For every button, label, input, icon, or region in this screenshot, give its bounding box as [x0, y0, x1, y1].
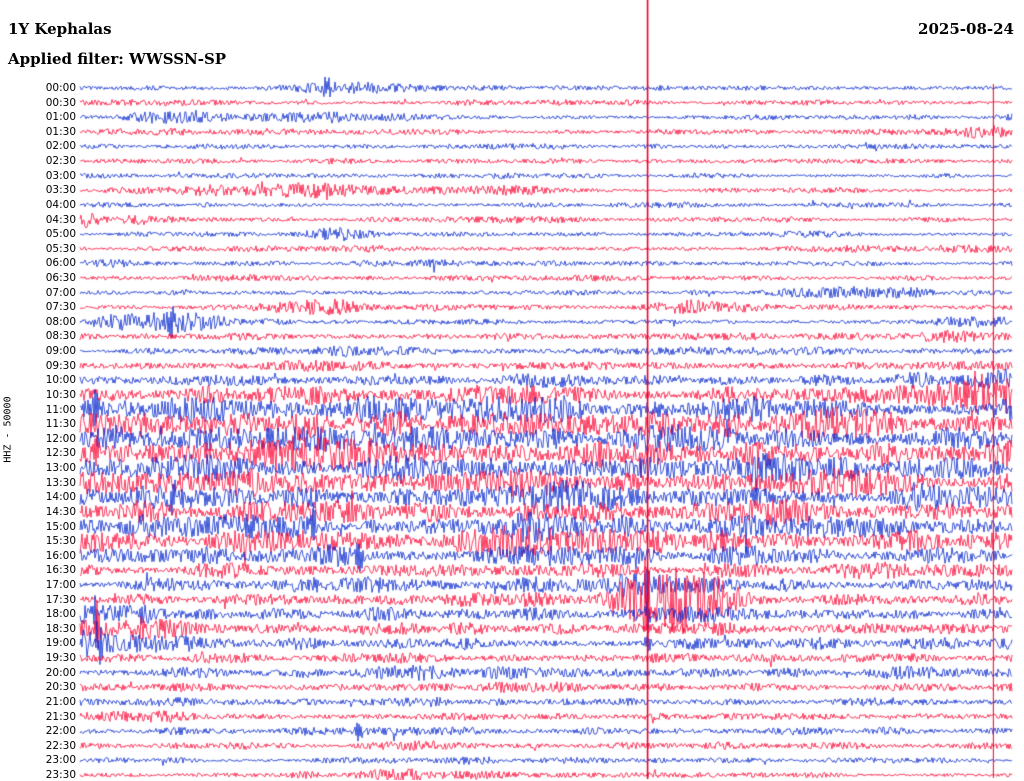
time-label: 01:30	[45, 125, 76, 138]
time-label: 14:00	[45, 491, 76, 504]
time-label: 08:30	[45, 330, 76, 343]
time-label: 06:00	[45, 257, 76, 270]
time-label: 06:30	[45, 272, 76, 285]
time-label: 14:30	[45, 505, 76, 518]
time-label: 00:30	[45, 96, 76, 109]
time-label: 02:30	[45, 155, 76, 168]
time-label: 10:00	[45, 374, 76, 387]
time-label: 07:00	[45, 286, 76, 299]
time-label: 09:30	[45, 359, 76, 372]
time-label: 18:00	[45, 608, 76, 621]
time-label: 08:00	[45, 315, 76, 328]
time-label: 12:00	[45, 432, 76, 445]
time-label: 04:00	[45, 198, 76, 211]
time-label: 03:00	[45, 169, 76, 182]
time-label: 13:00	[45, 462, 76, 475]
scale-label: HHZ - 50000	[2, 396, 14, 463]
time-label: 04:30	[45, 213, 76, 226]
time-label: 11:00	[45, 403, 76, 416]
time-label: 05:00	[45, 228, 76, 241]
time-label: 19:00	[45, 637, 76, 650]
time-label: 05:30	[45, 242, 76, 255]
time-label: 17:30	[45, 593, 76, 606]
time-label: 20:30	[45, 681, 76, 694]
time-label: 11:30	[45, 418, 76, 431]
time-label: 19:30	[45, 652, 76, 665]
time-label: 22:30	[45, 739, 76, 752]
time-label: 10:30	[45, 388, 76, 401]
time-label: 15:30	[45, 535, 76, 548]
station-title: 1Y Kephalas	[8, 20, 112, 38]
time-label: 16:00	[45, 549, 76, 562]
time-label: 18:30	[45, 622, 76, 635]
filter-label: Applied filter: WWSSN-SP	[8, 50, 227, 68]
date-label: 2025-08-24	[918, 20, 1014, 38]
time-label: 15:00	[45, 520, 76, 533]
time-label: 03:30	[45, 184, 76, 197]
time-label: 21:30	[45, 710, 76, 723]
time-label: 23:00	[45, 754, 76, 767]
time-label: 07:30	[45, 301, 76, 314]
time-label: 00:00	[45, 82, 76, 94]
time-label: 02:00	[45, 140, 76, 153]
time-label: 16:30	[45, 564, 76, 577]
time-label: 17:00	[45, 578, 76, 591]
time-label: 23:30	[45, 769, 76, 781]
time-label: 09:00	[45, 345, 76, 358]
time-label: 12:30	[45, 447, 76, 460]
time-label: 01:00	[45, 111, 76, 124]
time-label: 13:30	[45, 476, 76, 489]
time-label: 22:00	[45, 725, 76, 738]
time-label: 21:00	[45, 695, 76, 708]
time-label: 20:00	[45, 666, 76, 679]
